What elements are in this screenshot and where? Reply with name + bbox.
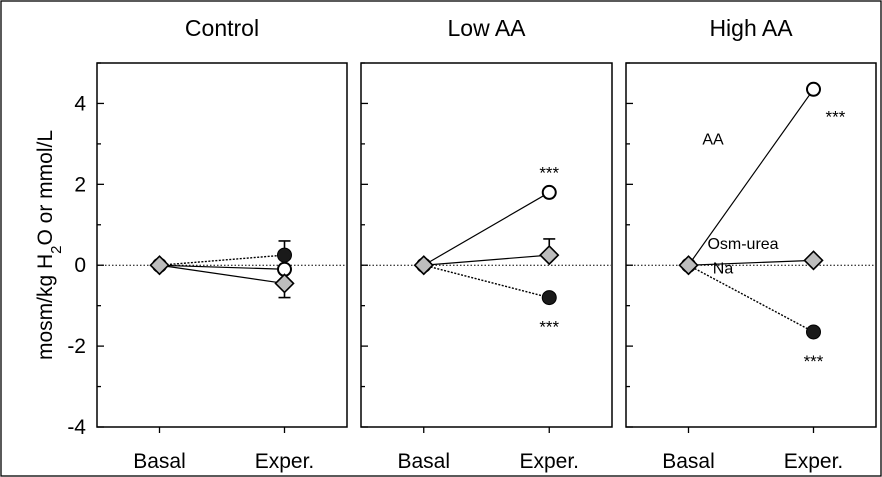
x-tick-label: Exper.: [519, 450, 579, 473]
significance-annotation: ***: [539, 318, 559, 337]
y-tick-label: 2: [74, 173, 86, 196]
panel-title: Low AA: [448, 15, 527, 41]
osm-urea-series-line: [423, 254, 550, 266]
panel-frame: [360, 62, 613, 428]
significance-annotation: ***: [804, 352, 824, 371]
y-tick-label: 0: [74, 254, 86, 277]
na-series-line: [423, 264, 550, 299]
y-axis-label: mosm/kg H2O or mmol/L: [34, 130, 65, 360]
osm-urea-series-line: [159, 264, 285, 285]
y-tick-label: 4: [74, 92, 86, 115]
aa-series-line: [688, 88, 814, 266]
aa-series-line: [423, 191, 550, 266]
y-tick-label: -2: [67, 335, 86, 358]
osm-urea-series-line: [688, 259, 814, 266]
x-tick-label: Exper.: [784, 450, 844, 473]
aa-series-label: AA: [702, 131, 724, 148]
osm-urea-marker: [413, 255, 434, 276]
y-axis-ticks: 4 2 0 -2 -4: [67, 92, 86, 439]
aa-marker: [541, 184, 557, 200]
panel-frame: [96, 62, 348, 428]
osm-urea-marker: [539, 244, 560, 266]
x-tick-label: Basal: [662, 450, 715, 473]
x-tick-label: Basal: [397, 450, 450, 473]
na-marker: [806, 324, 821, 340]
significance-annotation: ***: [826, 107, 846, 126]
y-axis-label-subscript: 2: [48, 246, 65, 254]
osm-urea-marker: [803, 250, 824, 271]
panel-2: Low AA Basal Exper. *** ***: [360, 15, 613, 473]
panels: Control Basal Exper. Low AA Basal Exper. *** **…: [96, 15, 877, 473]
y-axis-label-main: mosm/kg H: [34, 254, 57, 360]
na-series-label: Na: [713, 261, 734, 278]
na-marker: [277, 247, 292, 263]
osm-urea-marker: [274, 273, 295, 294]
x-tick-label: Exper.: [255, 450, 315, 473]
osm-urea-marker: [678, 255, 699, 276]
na-series-line: [688, 264, 814, 333]
significance-annotation: ***: [539, 163, 559, 182]
y-axis-label-rest: O or mmol/L: [34, 130, 57, 246]
panel-3: High AA Basal Exper. AA Osm-urea Na *** ***: [625, 15, 877, 473]
na-marker: [541, 290, 557, 306]
osm-urea-series-label: Osm-urea: [707, 236, 778, 253]
panel-title: Control: [185, 15, 259, 41]
x-tick-label: Basal: [133, 450, 186, 473]
osm-urea-marker: [149, 255, 170, 276]
panel-frame: [625, 62, 877, 428]
y-tick-label: -4: [67, 416, 86, 439]
aa-series-line: [159, 264, 285, 270]
aa-marker: [806, 81, 821, 97]
panel-1: Control Basal Exper.: [96, 15, 348, 473]
panel-title: High AA: [709, 15, 793, 41]
